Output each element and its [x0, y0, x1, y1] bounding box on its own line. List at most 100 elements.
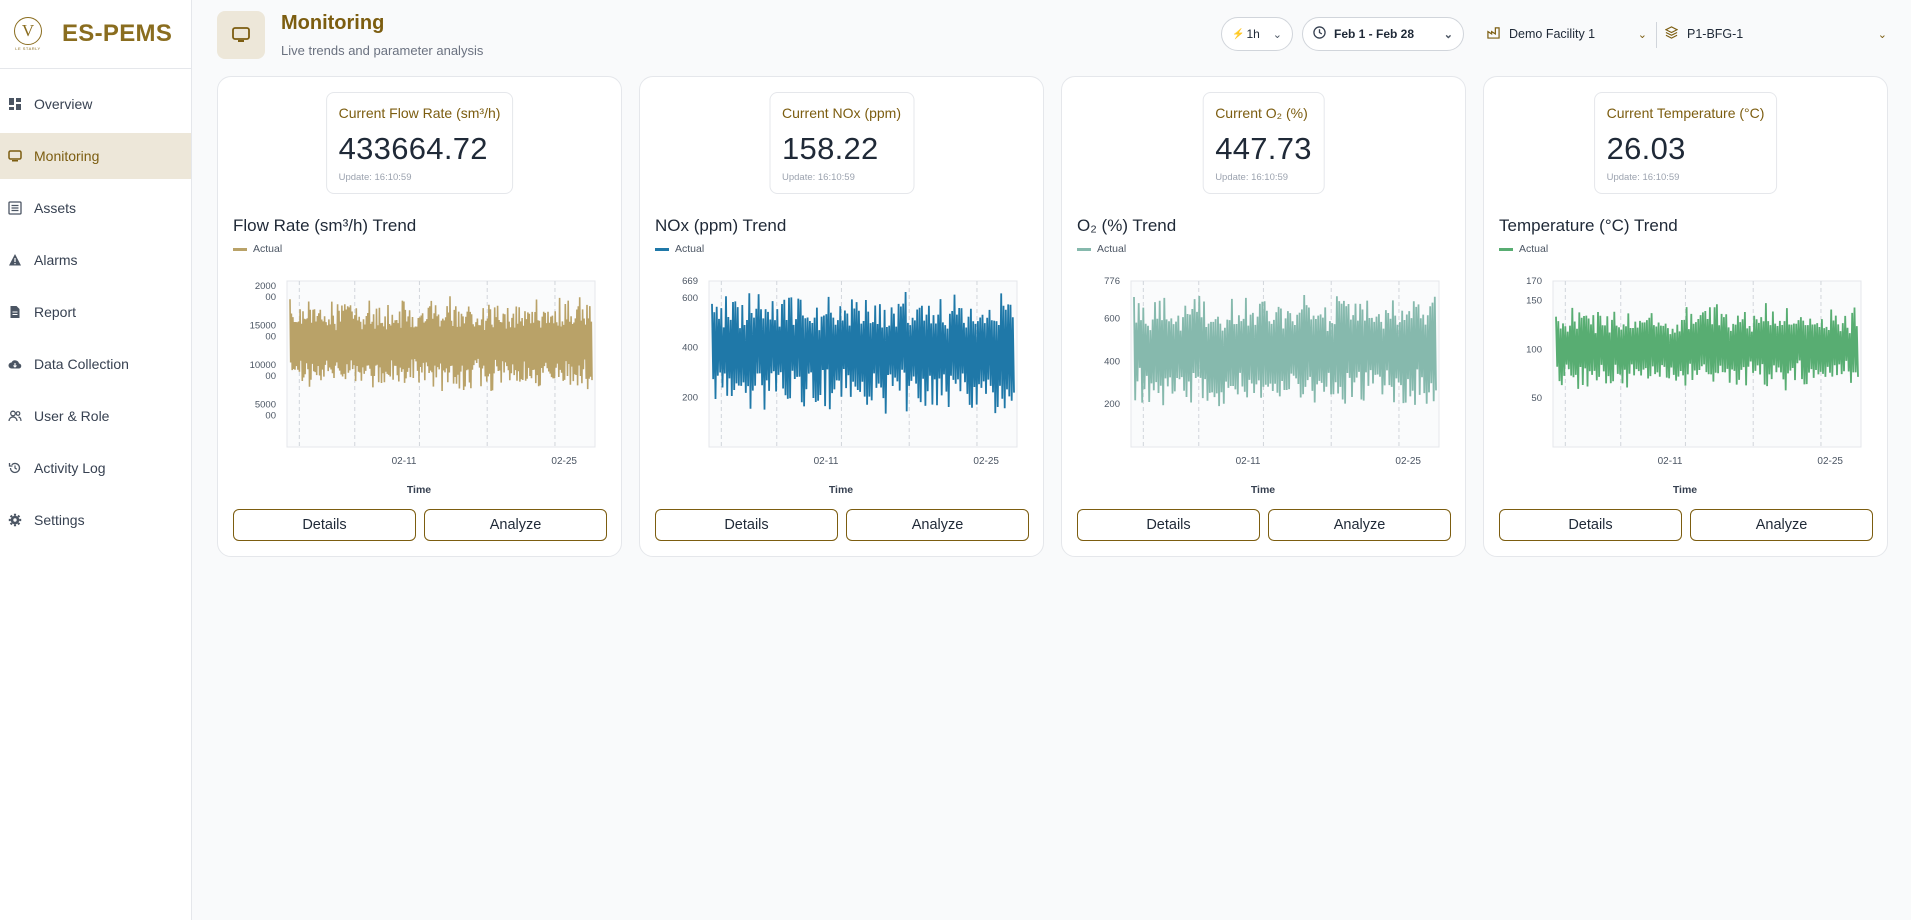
analyze-button[interactable]: Analyze — [846, 509, 1029, 541]
legend-label: Actual — [253, 243, 283, 255]
x-axis-label: Time — [829, 484, 853, 496]
current-value-label: Current Temperature (°C) — [1606, 105, 1765, 121]
update-time: Update: 16:10:59 — [781, 172, 855, 183]
sidebar-nav: Overview Monitoring Assets Alarms Report Data… — [0, 69, 191, 543]
y-tick-label: 600 — [1104, 314, 1120, 325]
y-tick-label: 100 — [1526, 344, 1542, 355]
chart-legend: Actual — [1499, 243, 1548, 255]
brand[interactable]: V LE STARLY ES-PEMS — [0, 0, 191, 69]
trend-chart[interactable]: 200 400 600 776 02-11 02-25 Time — [1062, 247, 1467, 497]
history-icon — [8, 461, 22, 475]
y-tick-label: 400 — [682, 343, 698, 354]
sidebar-item-monitoring[interactable]: Monitoring — [0, 133, 191, 179]
x-axis-label: Time — [1673, 484, 1697, 496]
chevron-down-icon: ⌄ — [1272, 28, 1282, 41]
current-value-label: Current NOx (ppm) — [781, 105, 902, 121]
metric-card: Current O₂ (%) 447.73 Update: 16:10:59 O… — [1061, 76, 1466, 557]
legend-label: Actual — [1519, 243, 1549, 255]
interval-icon: ⚡ — [1232, 28, 1245, 40]
chevron-down-icon: ⌄ — [1637, 28, 1647, 41]
details-button[interactable]: Details — [1499, 509, 1682, 541]
series-line-actual — [289, 296, 593, 392]
sidebar: V LE STARLY ES-PEMS Overview Monitoring As… — [0, 0, 192, 920]
date-range-picker[interactable]: Feb 1 - Feb 28 ⌄ — [1302, 17, 1464, 51]
sidebar-item-label: Settings — [34, 512, 85, 528]
x-axis-label: Time — [407, 484, 431, 496]
current-value: 26.03 — [1606, 131, 1686, 166]
users-icon — [8, 409, 22, 423]
legend-label: Actual — [675, 243, 705, 255]
analyze-button[interactable]: Analyze — [424, 509, 607, 541]
facility-select[interactable]: Demo Facility 1 ⌄ — [1487, 17, 1647, 51]
series-line-actual — [711, 291, 1015, 414]
page-title: Monitoring — [281, 12, 385, 34]
analyze-button[interactable]: Analyze — [1690, 509, 1873, 541]
sidebar-item-user-role[interactable]: User & Role — [0, 393, 191, 439]
interval-value: 1h — [1246, 27, 1260, 41]
x-tick-label: 02-25 — [1817, 456, 1843, 467]
y-tick-label: 00 — [265, 410, 276, 421]
y-tick-label: 00 — [265, 331, 276, 342]
legend-swatch — [655, 247, 669, 251]
asset-select[interactable]: P1-BFG-1 ⌄ — [1664, 17, 1887, 51]
sidebar-item-label: Overview — [34, 96, 93, 112]
dashboard-icon — [8, 97, 22, 111]
y-tick-label: 15000 — [250, 320, 276, 331]
analyze-button[interactable]: Analyze — [1268, 509, 1451, 541]
trend-chart[interactable]: 200 400 600 669 02-11 02-25 Time — [640, 247, 1045, 497]
sidebar-item-assets[interactable]: Assets — [0, 185, 191, 231]
chart-title: NOx (ppm) Trend — [655, 216, 787, 235]
x-axis-label: Time — [1251, 484, 1275, 496]
y-tick-label: 10000 — [250, 360, 276, 371]
details-button[interactable]: Details — [233, 509, 416, 541]
chevron-down-icon: ⌄ — [1877, 28, 1887, 41]
sidebar-item-label: User & Role — [34, 408, 110, 424]
page-header: Monitoring Live trends and parameter ana… — [192, 0, 1911, 68]
layers-icon — [1664, 26, 1679, 42]
chart-legend: Actual — [233, 243, 282, 255]
asset-value: P1-BFG-1 — [1687, 27, 1744, 41]
chart-title: Flow Rate (sm³/h) Trend — [233, 216, 417, 235]
sidebar-item-settings[interactable]: Settings — [0, 497, 191, 543]
y-tick-label: 400 — [1104, 356, 1120, 367]
chart-title: Temperature (°C) Trend — [1499, 216, 1678, 235]
x-tick-label: 02-25 — [551, 456, 577, 467]
y-tick-label: 150 — [1526, 296, 1542, 307]
sidebar-item-data-collection[interactable]: Data Collection — [0, 341, 191, 387]
page-subtitle: Live trends and parameter analysis — [281, 43, 484, 58]
x-tick-label: 02-11 — [1236, 456, 1261, 467]
x-tick-label: 02-25 — [1395, 456, 1421, 467]
x-tick-label: 02-11 — [392, 456, 417, 467]
update-time: Update: 16:10:59 — [338, 172, 412, 183]
current-value: 447.73 — [1215, 131, 1312, 166]
logo-caption: LE STARLY — [15, 46, 41, 51]
legend-label: Actual — [1097, 243, 1127, 255]
chart-legend: Actual — [1077, 243, 1126, 255]
update-time: Update: 16:10:59 — [1215, 172, 1289, 183]
current-value: 158.22 — [781, 131, 879, 166]
monitor-icon — [217, 11, 265, 59]
gear-icon — [8, 513, 22, 527]
sidebar-item-label: Alarms — [34, 252, 78, 268]
sidebar-item-overview[interactable]: Overview — [0, 81, 191, 127]
sidebar-item-activity-log[interactable]: Activity Log — [0, 445, 191, 491]
sidebar-item-alarms[interactable]: Alarms — [0, 237, 191, 283]
y-tick-label: 00 — [265, 292, 276, 303]
factory-icon — [1487, 26, 1500, 42]
date-range-value: Feb 1 - Feb 28 — [1334, 27, 1415, 41]
x-tick-label: 02-25 — [973, 456, 999, 467]
current-value: 433664.72 — [338, 131, 488, 166]
current-value-box: Current NOx (ppm) 158.22 Update: 16:10:5… — [768, 92, 915, 194]
interval-select[interactable]: ⚡ 1h ⌄ — [1221, 17, 1293, 51]
series-line-actual — [1555, 303, 1859, 391]
x-tick-label: 02-11 — [814, 456, 839, 467]
legend-swatch — [1499, 247, 1513, 251]
details-button[interactable]: Details — [1077, 509, 1260, 541]
cloud-download-icon — [8, 357, 22, 371]
trend-chart[interactable]: 50 100 150 170 02-11 02-25 Time — [1484, 247, 1889, 497]
warning-icon — [8, 253, 22, 267]
details-button[interactable]: Details — [655, 509, 838, 541]
current-value-box: Current Temperature (°C) 26.03 Update: 1… — [1593, 92, 1778, 194]
sidebar-item-report[interactable]: Report — [0, 289, 191, 335]
